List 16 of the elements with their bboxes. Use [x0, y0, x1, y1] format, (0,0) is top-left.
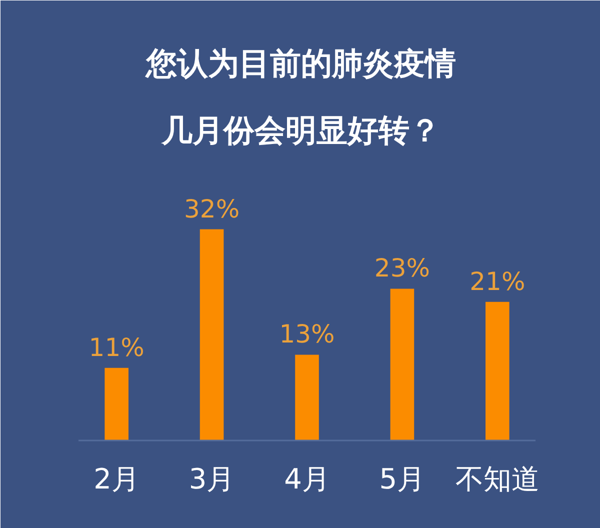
x-tick-label: 4月 [284, 462, 330, 496]
bar [104, 368, 128, 440]
x-tick-label: 不知道 [455, 462, 540, 496]
data-label: 32% [184, 194, 240, 224]
data-label: 13% [279, 320, 335, 349]
bar [390, 288, 414, 440]
bar [200, 229, 224, 440]
x-tick-label: 3月 [188, 462, 235, 496]
x-tick-label: 5月 [379, 462, 426, 496]
x-tick-label: 2月 [94, 462, 140, 496]
data-label: 11% [88, 332, 144, 362]
data-label: 21% [470, 266, 526, 296]
data-label: 23% [374, 254, 430, 283]
bar [486, 302, 510, 440]
bar [295, 354, 319, 440]
chart-title: 您认为目前的肺炎疫情几月份会明显好转？ [145, 46, 456, 149]
